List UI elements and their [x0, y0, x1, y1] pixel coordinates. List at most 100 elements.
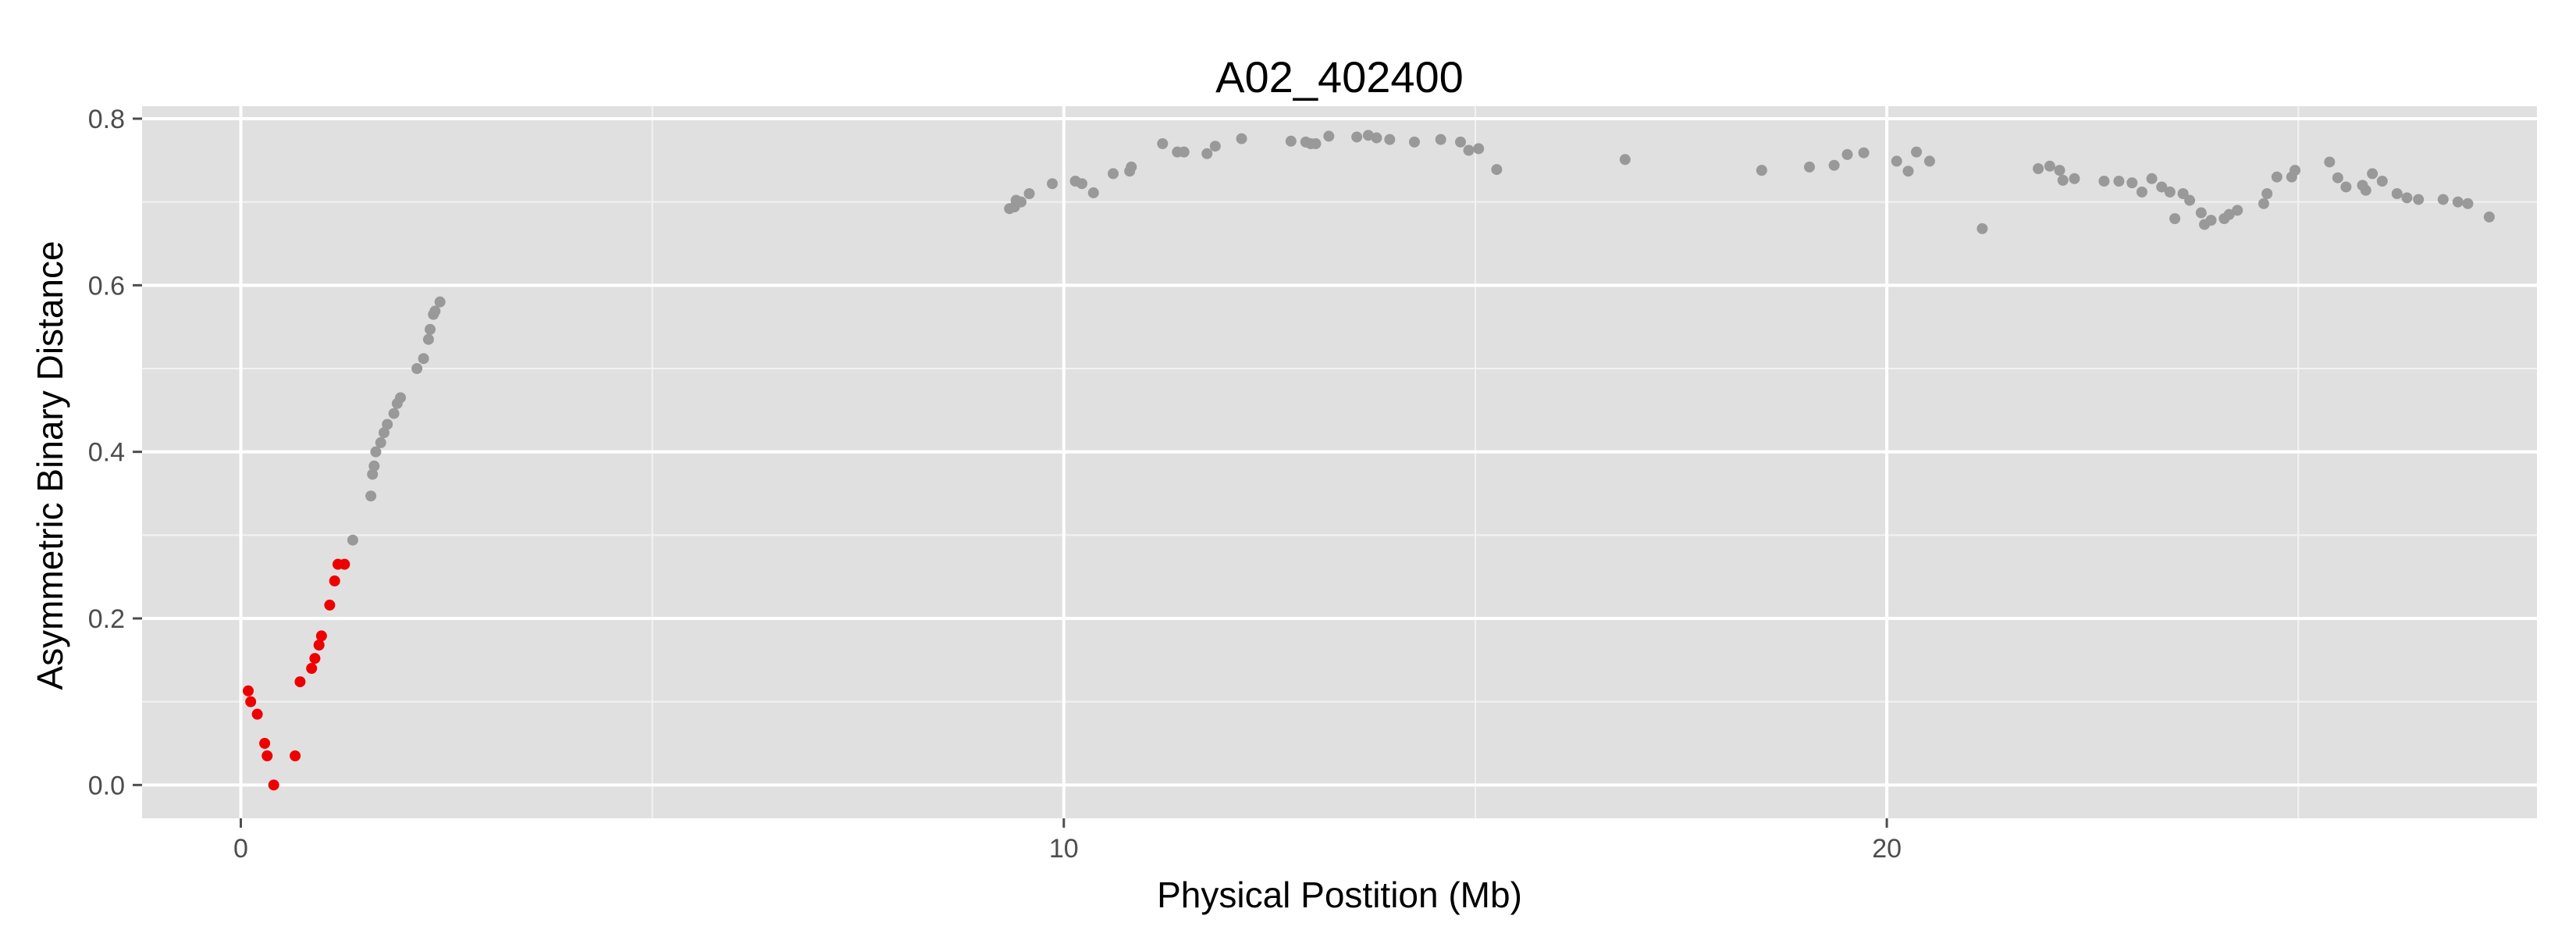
data-point	[2156, 181, 2168, 193]
data-point	[2098, 176, 2110, 187]
y-tick-label: 0.4	[88, 438, 125, 468]
data-point	[306, 663, 318, 674]
x-tick-label: 20	[1872, 834, 1902, 864]
data-point	[418, 353, 429, 365]
data-point	[1323, 130, 1335, 142]
data-point	[2164, 186, 2176, 198]
data-point	[411, 363, 423, 374]
data-point	[425, 323, 436, 335]
data-point	[1619, 154, 1631, 166]
data-point	[429, 305, 441, 317]
data-point	[2033, 163, 2044, 174]
data-points	[243, 130, 2495, 791]
data-point	[309, 653, 321, 664]
y-tick-label: 0.2	[88, 604, 125, 634]
data-point	[2324, 156, 2336, 168]
data-point	[2069, 173, 2080, 184]
data-point	[1756, 165, 1767, 176]
data-point	[1362, 130, 1374, 141]
data-point	[1178, 146, 1190, 158]
data-point	[1454, 136, 1466, 148]
data-point	[1351, 131, 1363, 143]
data-point	[259, 738, 271, 749]
data-point	[2205, 215, 2217, 226]
data-point	[1858, 147, 1870, 159]
y-tick-label: 0.8	[88, 105, 125, 134]
data-point	[1371, 132, 1382, 144]
data-point	[375, 436, 386, 448]
data-point	[2413, 194, 2425, 205]
data-point	[2452, 196, 2464, 208]
data-point	[1804, 161, 1816, 173]
data-point	[324, 599, 336, 611]
y-tick-label: 0.6	[88, 271, 125, 301]
data-point	[365, 490, 377, 502]
data-point	[2136, 186, 2147, 198]
data-point	[1902, 166, 1914, 177]
data-point	[2401, 192, 2413, 204]
x-tick-label: 10	[1049, 834, 1079, 864]
data-point	[2340, 181, 2352, 193]
data-point	[422, 333, 434, 345]
data-point	[2113, 176, 2125, 187]
data-point	[251, 708, 263, 720]
data-point	[1076, 178, 1088, 190]
data-point	[1310, 138, 1322, 149]
data-point	[368, 460, 380, 472]
data-point	[2391, 188, 2403, 199]
data-point	[1157, 138, 1169, 149]
data-point	[2483, 211, 2495, 223]
data-point	[2177, 188, 2189, 199]
data-point	[434, 296, 446, 308]
data-point	[1126, 161, 1137, 173]
data-point	[2360, 184, 2371, 196]
data-point	[268, 779, 279, 791]
data-point	[1923, 155, 1935, 167]
data-point	[1435, 134, 1446, 145]
x-tick-label: 0	[233, 834, 248, 864]
data-point	[1087, 187, 1099, 198]
data-point	[2367, 168, 2379, 180]
data-point	[2376, 176, 2388, 187]
data-point	[243, 685, 254, 697]
data-point	[2054, 165, 2065, 176]
data-point	[2462, 198, 2474, 209]
data-point	[1828, 159, 1840, 171]
data-point	[2223, 208, 2235, 220]
data-point	[388, 408, 400, 419]
data-point	[313, 640, 325, 651]
data-point	[1015, 196, 1026, 208]
data-point	[2184, 194, 2196, 206]
data-point	[2057, 174, 2069, 186]
data-point	[367, 468, 379, 480]
data-point	[1209, 141, 1221, 152]
data-point	[1023, 188, 1035, 199]
y-axis-label: Asymmetric Binary Distance	[30, 240, 70, 689]
data-point	[1108, 168, 1119, 180]
data-point	[1491, 164, 1503, 176]
data-point	[382, 419, 393, 430]
data-point	[1891, 155, 1902, 167]
data-point	[2261, 188, 2273, 199]
data-point	[2044, 160, 2055, 172]
data-point	[1408, 136, 1420, 148]
data-point	[395, 392, 407, 404]
data-point	[290, 750, 301, 761]
x-axis-label: Physical Postition (Mb)	[1157, 875, 1522, 915]
data-point	[315, 630, 327, 642]
data-point	[1463, 144, 1475, 156]
axes: 0 10 20 0.0 0.2 0.4 0.6 0.8	[88, 105, 1902, 864]
data-point	[339, 558, 350, 570]
grid-lines	[142, 106, 2537, 818]
data-point	[2195, 207, 2207, 219]
data-point	[1236, 133, 1247, 144]
data-point	[370, 446, 382, 458]
data-point	[2126, 177, 2138, 189]
data-point	[262, 750, 273, 761]
data-point	[1285, 135, 1297, 147]
data-point	[1473, 143, 1485, 155]
data-point	[245, 696, 257, 707]
data-point	[2169, 213, 2181, 224]
y-tick-label: 0.0	[88, 771, 125, 800]
